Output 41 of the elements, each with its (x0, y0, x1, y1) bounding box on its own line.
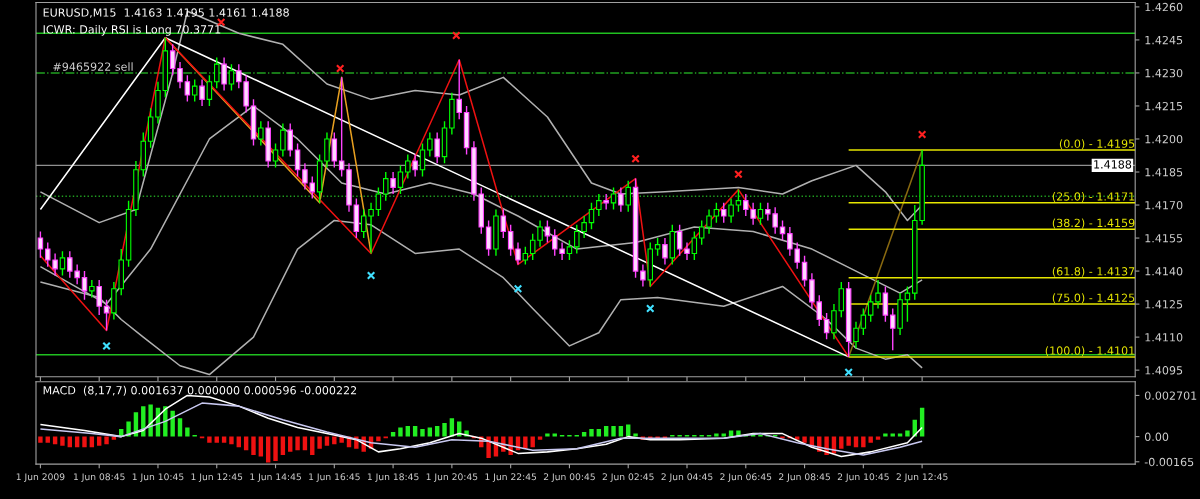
y-tick-label: 1.4260 (1145, 2, 1183, 12)
y-tick-label: 1.4230 (1145, 68, 1183, 78)
x-tick-label: 2 Jun 00:45 (543, 473, 595, 482)
y-tick-label: 1.4110 (1145, 333, 1183, 342)
y-tick-label: 1.4215 (1145, 101, 1183, 111)
x-tick-label: 1 Jun 08:45 (74, 473, 125, 482)
y-tick-label: 1.4155 (1145, 234, 1183, 243)
y-tick-label: 1.4095 (1145, 366, 1183, 375)
ref-line-label: 1.4188 (1094, 160, 1132, 169)
annotation: (38.2) - 1.4159 (1052, 218, 1135, 229)
x-tick-label: 2 Jun 06:45 (720, 473, 772, 482)
y-tick-label: 1.4245 (1145, 35, 1183, 45)
x-tick-label: 1 Jun 10:45 (132, 473, 184, 482)
chart-title: MACD (8,17,7) 0.001637 0.000000 0.000596 -0.000222 (43, 385, 357, 396)
y-tick-label: 0.00 (1144, 432, 1169, 441)
x-tick-label: 1 Jun 18:45 (367, 473, 419, 482)
x-tick-label: 1 Jun 2009 (16, 473, 65, 482)
x-tick-label: 1 Jun 14:45 (250, 473, 301, 482)
x-tick-label: 2 Jun 04:45 (661, 473, 713, 482)
x-tick-label: 2 Jun 02:45 (602, 473, 654, 482)
annotation: (61.8) - 1.4137 (1052, 266, 1135, 277)
annotation: (0.0) - 1.4195 (1059, 139, 1135, 150)
x-tick-label: 2 Jun 10:45 (837, 473, 889, 482)
x-tick-label: 1 Jun 22:45 (485, 473, 537, 482)
x-tick-label: 2 Jun 08:45 (779, 473, 830, 482)
x-tick-label: 1 Jun 20:45 (426, 473, 478, 482)
annotation: (25.0) - 1.4171 (1052, 192, 1135, 202)
y-tick-label: 1.4125 (1145, 300, 1183, 309)
x-tick-label: 1 Jun 12:45 (191, 473, 243, 482)
annotation: (100.0) - 1.4101 (1045, 346, 1135, 357)
annotation: (75.0) - 1.4125 (1052, 293, 1135, 304)
y-tick-label: 1.4200 (1145, 134, 1183, 144)
annotation: EURUSD,M15 1.4163 1.4195 1.4161 1.4188 (43, 8, 289, 18)
x-tick-label: 2 Jun 12:45 (896, 473, 948, 482)
y-tick-label: 0.002701 (1144, 391, 1197, 400)
y-tick-label: 1.4140 (1145, 267, 1183, 276)
ref-line-label: #9465922 sell (53, 62, 133, 71)
y-tick-label: 1.4185 (1145, 167, 1183, 177)
y-tick-label: 1.4170 (1145, 201, 1183, 210)
y-tick-label: -0.00165 (1144, 457, 1194, 467)
x-tick-label: 1 Jun 16:45 (309, 473, 360, 482)
